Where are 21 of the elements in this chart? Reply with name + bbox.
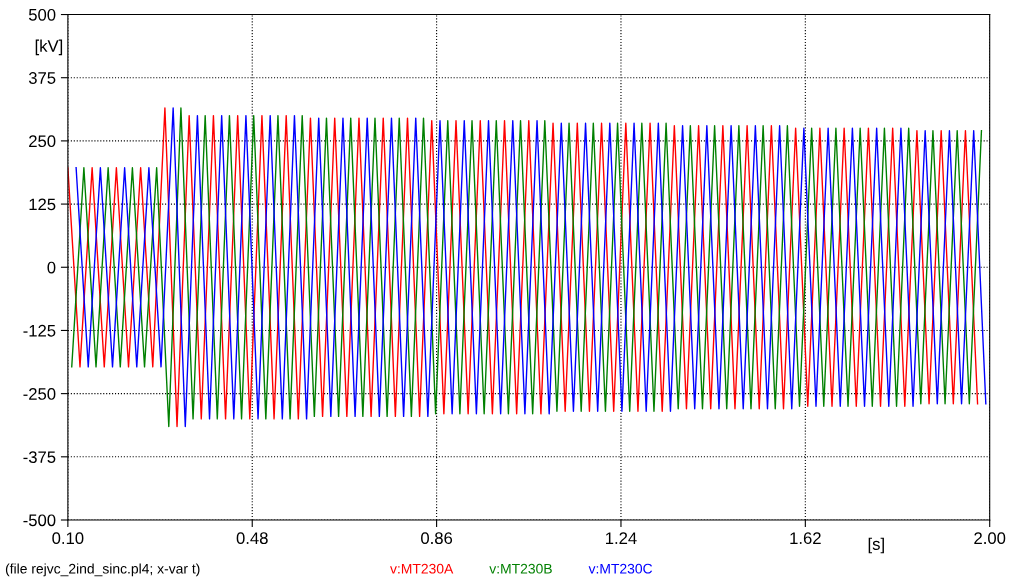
y-tick-label: -500 bbox=[23, 514, 56, 527]
x-axis-title: [s] bbox=[868, 537, 884, 554]
y-tick-label: 250 bbox=[29, 135, 56, 148]
x-tick-label: 0.48 bbox=[236, 532, 268, 545]
y-tick-label: 0 bbox=[47, 261, 56, 274]
x-tick-label: 1.24 bbox=[606, 532, 637, 544]
text: v:MT230B bbox=[489, 563, 552, 574]
y-tick-label: 375 bbox=[28, 72, 56, 84]
y-tick-label: -125 bbox=[23, 324, 56, 337]
y-tick-label: -250 bbox=[23, 388, 56, 400]
x-tick-label: 0.10 bbox=[52, 532, 84, 545]
x-tick-label: 1.62 bbox=[790, 532, 821, 545]
x-tick-label: 2.00 bbox=[974, 532, 1006, 545]
y-tick-label: 125 bbox=[29, 198, 56, 211]
y-tick-label: 500 bbox=[28, 8, 56, 21]
text: v:MT230A bbox=[390, 563, 454, 574]
x-tick-label: 0.86 bbox=[421, 532, 453, 545]
y-axis-title: [kV] bbox=[35, 39, 63, 56]
text: (file rejvc_2ind_sinc.pl4; x-var t) bbox=[5, 563, 200, 577]
y-tick-label: -375 bbox=[23, 451, 56, 464]
text: v:MT230C bbox=[588, 563, 653, 574]
